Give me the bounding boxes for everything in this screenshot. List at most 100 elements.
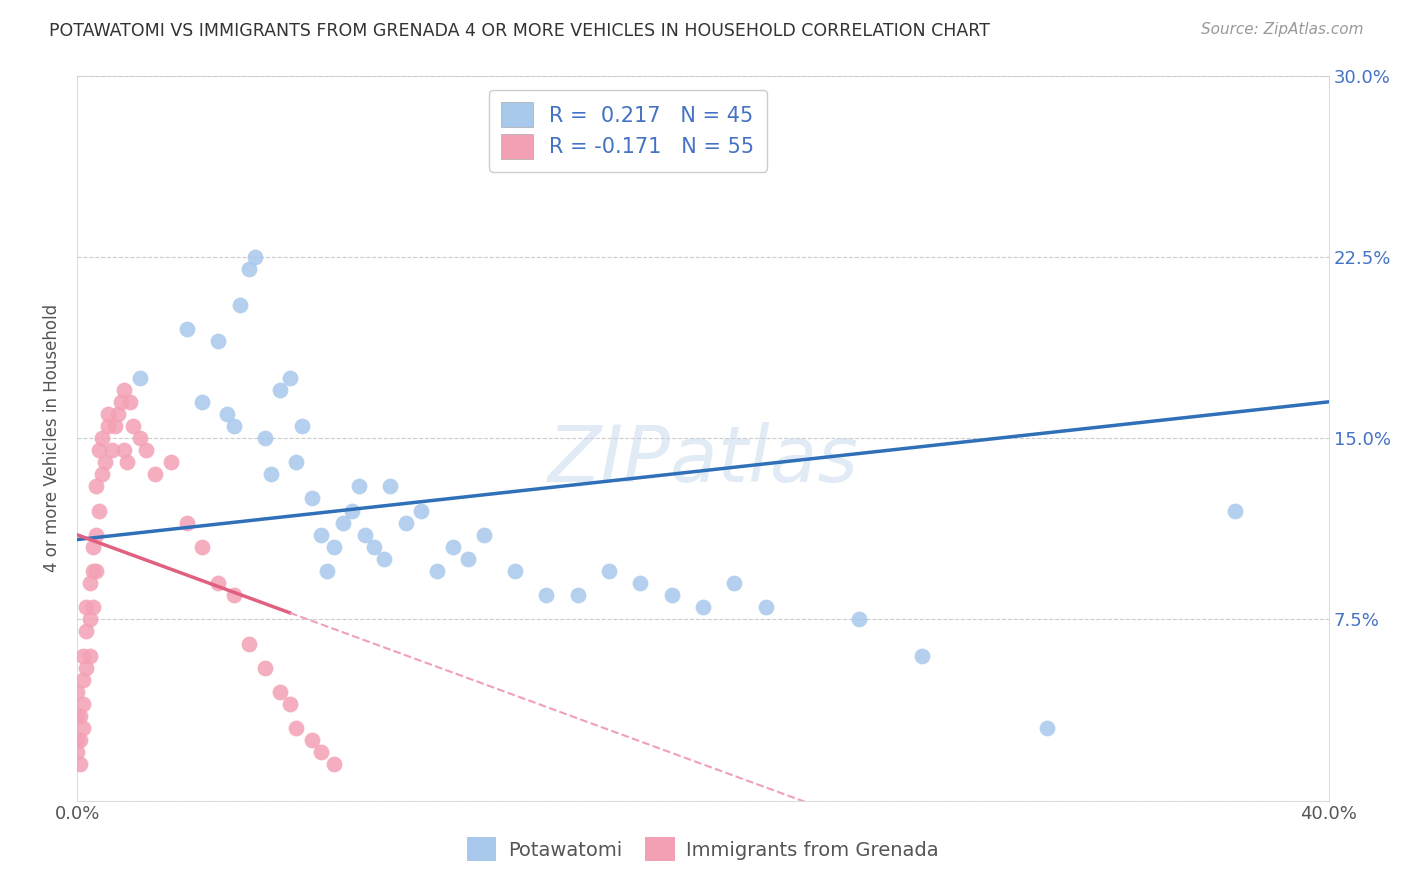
Point [301,491,323,506]
Point [911,648,934,663]
Point [322,757,344,772]
Point [66,733,89,747]
Point [309,527,332,541]
Point [120,394,142,409]
Point [472,527,495,541]
Point [457,552,479,566]
Point [72,648,94,663]
Point [441,540,464,554]
Point [1036,721,1059,735]
Point [69,733,91,747]
Point [278,370,301,384]
Point [207,334,229,349]
Point [112,443,135,458]
Point [536,588,558,602]
Point [378,479,401,493]
Point [84,479,107,493]
Point [628,576,651,591]
Point [100,443,122,458]
Point [112,383,135,397]
Point [692,600,714,615]
Point [110,394,132,409]
Point [82,540,104,554]
Point [97,407,120,421]
Point [87,443,110,458]
Point [143,467,166,482]
Point [128,370,150,384]
Point [222,588,245,602]
Point [66,709,89,723]
Point [87,503,110,517]
Point [363,540,385,554]
Point [191,394,214,409]
Point [285,721,308,735]
Point [84,527,107,541]
Point [72,721,94,735]
Point [160,455,183,469]
Point [135,443,157,458]
Legend: R =  0.217   N = 45, R = -0.171   N = 55: R = 0.217 N = 45, R = -0.171 N = 55 [489,89,766,171]
Point [66,685,89,699]
Point [222,419,245,434]
Y-axis label: 4 or more Vehicles in Household: 4 or more Vehicles in Household [44,304,60,572]
Point [128,431,150,445]
Point [69,757,91,772]
Point [82,564,104,578]
Point [301,733,323,747]
Point [278,697,301,711]
Point [191,540,214,554]
Point [104,419,127,434]
Point [322,540,344,554]
Point [253,661,276,675]
Point [426,564,449,578]
Point [503,564,526,578]
Point [848,612,870,626]
Point [84,564,107,578]
Point [207,576,229,591]
Point [72,697,94,711]
Point [91,467,114,482]
Point [598,564,620,578]
Point [285,455,308,469]
Point [217,407,239,421]
Point [69,709,91,723]
Point [76,661,98,675]
Point [332,516,354,530]
Point [411,503,433,517]
Point [245,250,267,264]
Point [122,419,145,434]
Point [567,588,589,602]
Point [253,431,276,445]
Point [260,467,283,482]
Point [316,564,339,578]
Text: Source: ZipAtlas.com: Source: ZipAtlas.com [1201,22,1364,37]
Point [723,576,745,591]
Point [76,600,98,615]
Point [354,527,377,541]
Point [395,516,418,530]
Point [91,431,114,445]
Point [82,600,104,615]
Point [309,745,332,759]
Point [107,407,129,421]
Point [347,479,370,493]
Point [342,503,364,517]
Point [66,745,89,759]
Point [79,648,101,663]
Point [373,552,395,566]
Point [269,685,291,699]
Point [238,636,260,650]
Point [229,298,252,312]
Point [97,419,120,434]
Point [269,383,291,397]
Point [176,516,198,530]
Point [291,419,314,434]
Point [115,455,138,469]
Point [94,455,117,469]
Legend: Potawatomi, Immigrants from Grenada: Potawatomi, Immigrants from Grenada [460,830,946,869]
Point [79,612,101,626]
Text: POTAWATOMI VS IMMIGRANTS FROM GRENADA 4 OR MORE VEHICLES IN HOUSEHOLD CORRELATIO: POTAWATOMI VS IMMIGRANTS FROM GRENADA 4 … [49,22,990,40]
Point [176,322,198,336]
Point [79,576,101,591]
Point [661,588,683,602]
